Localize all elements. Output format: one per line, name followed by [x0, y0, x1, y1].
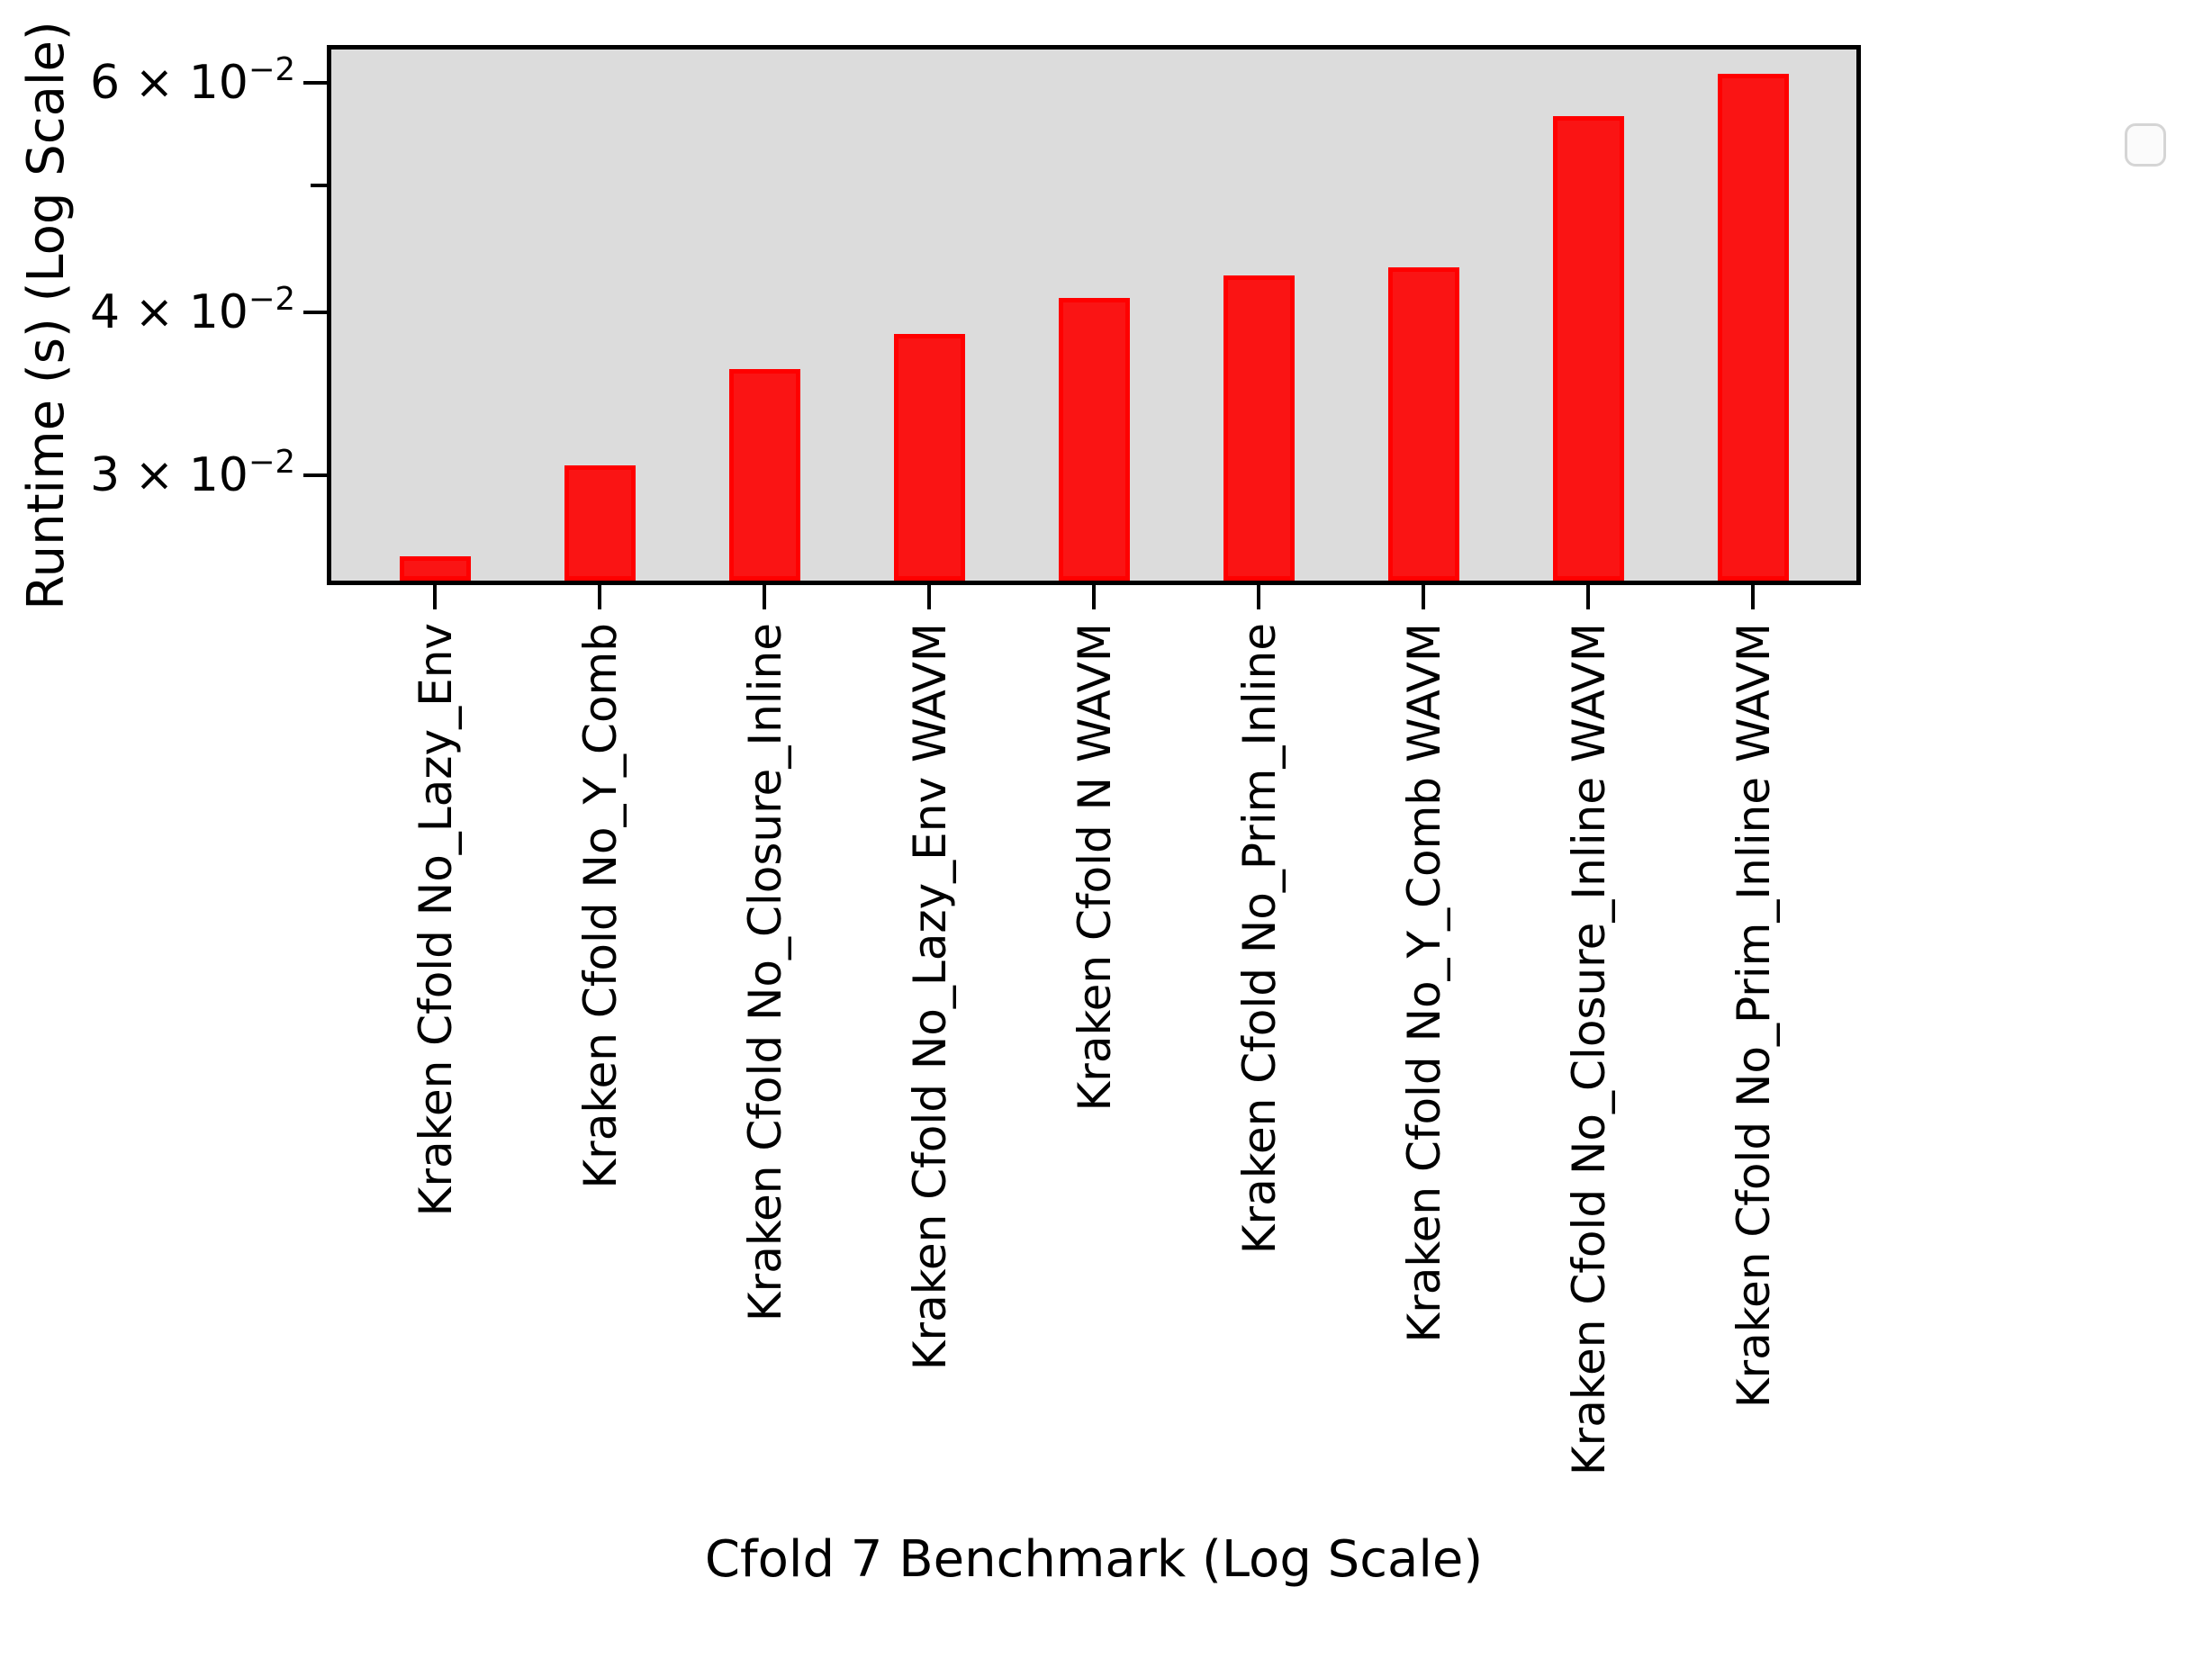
bar: [1717, 74, 1789, 581]
x-tick: [763, 585, 766, 609]
y-tick: [303, 80, 327, 85]
x-tick-label: Kraken Cfold No_Closure_Inline: [739, 623, 791, 1322]
x-tick: [1257, 585, 1260, 609]
y-tick-label: 4 × 10−2: [89, 281, 295, 339]
x-tick: [1092, 585, 1096, 609]
x-tick-label: Kraken Cfold No_Lazy_Env WAVM: [904, 623, 956, 1371]
x-tick-label: Kraken Cfold No_Y_Comb: [574, 623, 627, 1189]
y-minor-tick: [311, 184, 327, 188]
x-tick-label: Kraken Cfold No_Y_Comb WAVM: [1398, 623, 1450, 1343]
x-tick: [1751, 585, 1755, 609]
plot-area: [327, 45, 2166, 585]
x-axis-label: Cfold 7 Benchmark (Log Scale): [704, 1530, 1484, 1589]
x-tick: [1586, 585, 1590, 609]
bar: [728, 368, 800, 581]
y-tick: [303, 473, 327, 477]
y-tick-label: 6 × 10−2: [89, 51, 295, 110]
y-axis-label-wrap: Runtime (s) (Log Scale): [5, 21, 86, 610]
bar: [893, 333, 965, 581]
x-tick: [433, 585, 437, 609]
x-tick-label: Kraken Cfold No_Prim_Inline WAVM: [1728, 623, 1780, 1409]
y-tick-label: 3 × 10−2: [89, 444, 295, 502]
x-tick-label: Kraken Cfold No_Lazy_Env: [410, 623, 462, 1217]
bar: [1387, 266, 1459, 581]
x-tick: [598, 585, 601, 609]
x-tick-label: Kraken Cfold No_Closure_Inline WAVM: [1563, 623, 1615, 1476]
x-tick-label: Kraken Cfold N WAVM: [1069, 623, 1121, 1112]
bar: [1058, 298, 1130, 581]
x-tick: [1422, 585, 1425, 609]
bar: [564, 465, 636, 581]
x-tick-label: Kraken Cfold No_Prim_Inline: [1233, 623, 1286, 1255]
y-axis-label: Runtime (s) (Log Scale): [16, 20, 76, 610]
x-tick: [927, 585, 931, 609]
bar: [1552, 116, 1624, 581]
y-tick: [303, 310, 327, 314]
bar: [1223, 275, 1295, 581]
legend-box: [2125, 123, 2166, 167]
bar: [399, 555, 471, 581]
